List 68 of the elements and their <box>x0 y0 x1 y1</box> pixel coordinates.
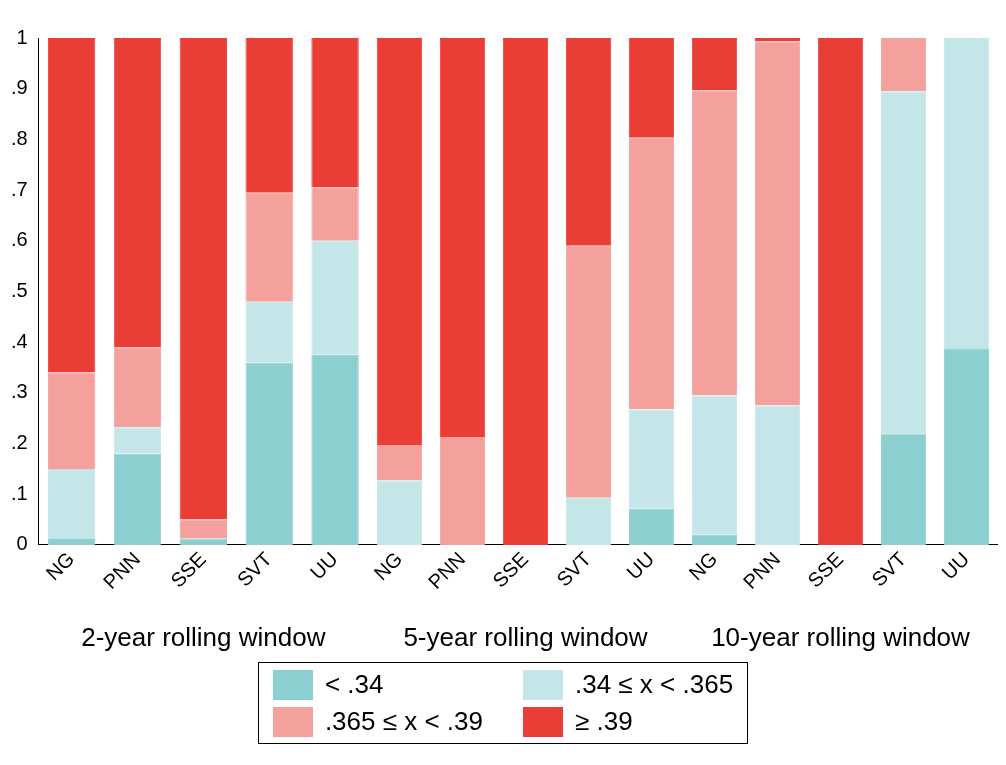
bar <box>565 245 612 498</box>
y-tick-label: .5 <box>10 279 28 301</box>
bar <box>628 409 675 509</box>
bar <box>754 405 801 545</box>
y-tick-label: .9 <box>10 76 28 99</box>
bar <box>47 38 96 373</box>
bar <box>245 362 293 545</box>
x-tick-label: NG <box>369 547 407 585</box>
x-axis-title: 2-year rolling window <box>81 621 326 652</box>
bar <box>311 38 359 188</box>
x-tick-label: UU <box>937 547 974 584</box>
bar <box>691 395 738 535</box>
legend-label: .365 ≤ x < .39 <box>324 706 483 737</box>
bar <box>754 41 801 406</box>
y-tick-label: .6 <box>10 228 28 251</box>
x-tick-label: UU <box>305 547 342 584</box>
bar <box>113 38 162 348</box>
bar <box>817 38 864 545</box>
bar <box>311 240 359 355</box>
bar <box>245 192 293 302</box>
bar <box>502 38 549 545</box>
bar <box>439 436 486 545</box>
bar <box>113 427 162 454</box>
legend-label: .34 ≤ x < .365 <box>575 669 734 700</box>
bar <box>113 347 162 428</box>
bar <box>47 538 96 545</box>
bar <box>376 445 423 481</box>
bar <box>880 38 927 92</box>
y-tick-label: 1 <box>16 25 28 48</box>
bar <box>943 38 990 349</box>
y-tick-label: .8 <box>10 126 28 149</box>
bar <box>691 38 738 91</box>
bar <box>376 480 423 545</box>
bar <box>311 187 359 241</box>
legend-label: ≥ .39 <box>575 706 633 737</box>
y-tick-label: .3 <box>10 380 28 403</box>
x-tick-label: NG <box>684 547 722 585</box>
bar <box>179 519 228 539</box>
y-tick-label: .4 <box>10 329 28 352</box>
bar <box>376 38 423 446</box>
x-tick-label: NG <box>41 547 79 585</box>
legend-label: < .34 <box>324 669 384 700</box>
y-tick-label: .1 <box>10 481 28 504</box>
x-tick-label: UU <box>622 547 659 584</box>
bar <box>245 301 293 363</box>
bar <box>179 538 228 545</box>
bar <box>880 91 927 434</box>
bar <box>565 497 612 545</box>
bar <box>628 508 675 545</box>
y-tick-label: 0 <box>16 532 28 555</box>
y-tick-label: .2 <box>10 431 28 454</box>
bar <box>179 38 228 520</box>
bar <box>943 348 990 545</box>
bar <box>113 453 162 545</box>
bar <box>565 38 612 246</box>
bar <box>311 354 359 545</box>
bar <box>628 137 675 410</box>
x-axis-title: 10-year rolling window <box>711 621 971 652</box>
bar <box>628 38 675 138</box>
bar <box>691 534 738 545</box>
bar <box>880 433 927 545</box>
y-tick-label: .7 <box>10 177 28 200</box>
bar <box>47 372 96 469</box>
bar <box>439 38 486 437</box>
x-axis-title: 5-year rolling window <box>403 621 648 652</box>
bar <box>47 468 96 539</box>
bar <box>245 38 293 193</box>
bar <box>691 90 738 396</box>
